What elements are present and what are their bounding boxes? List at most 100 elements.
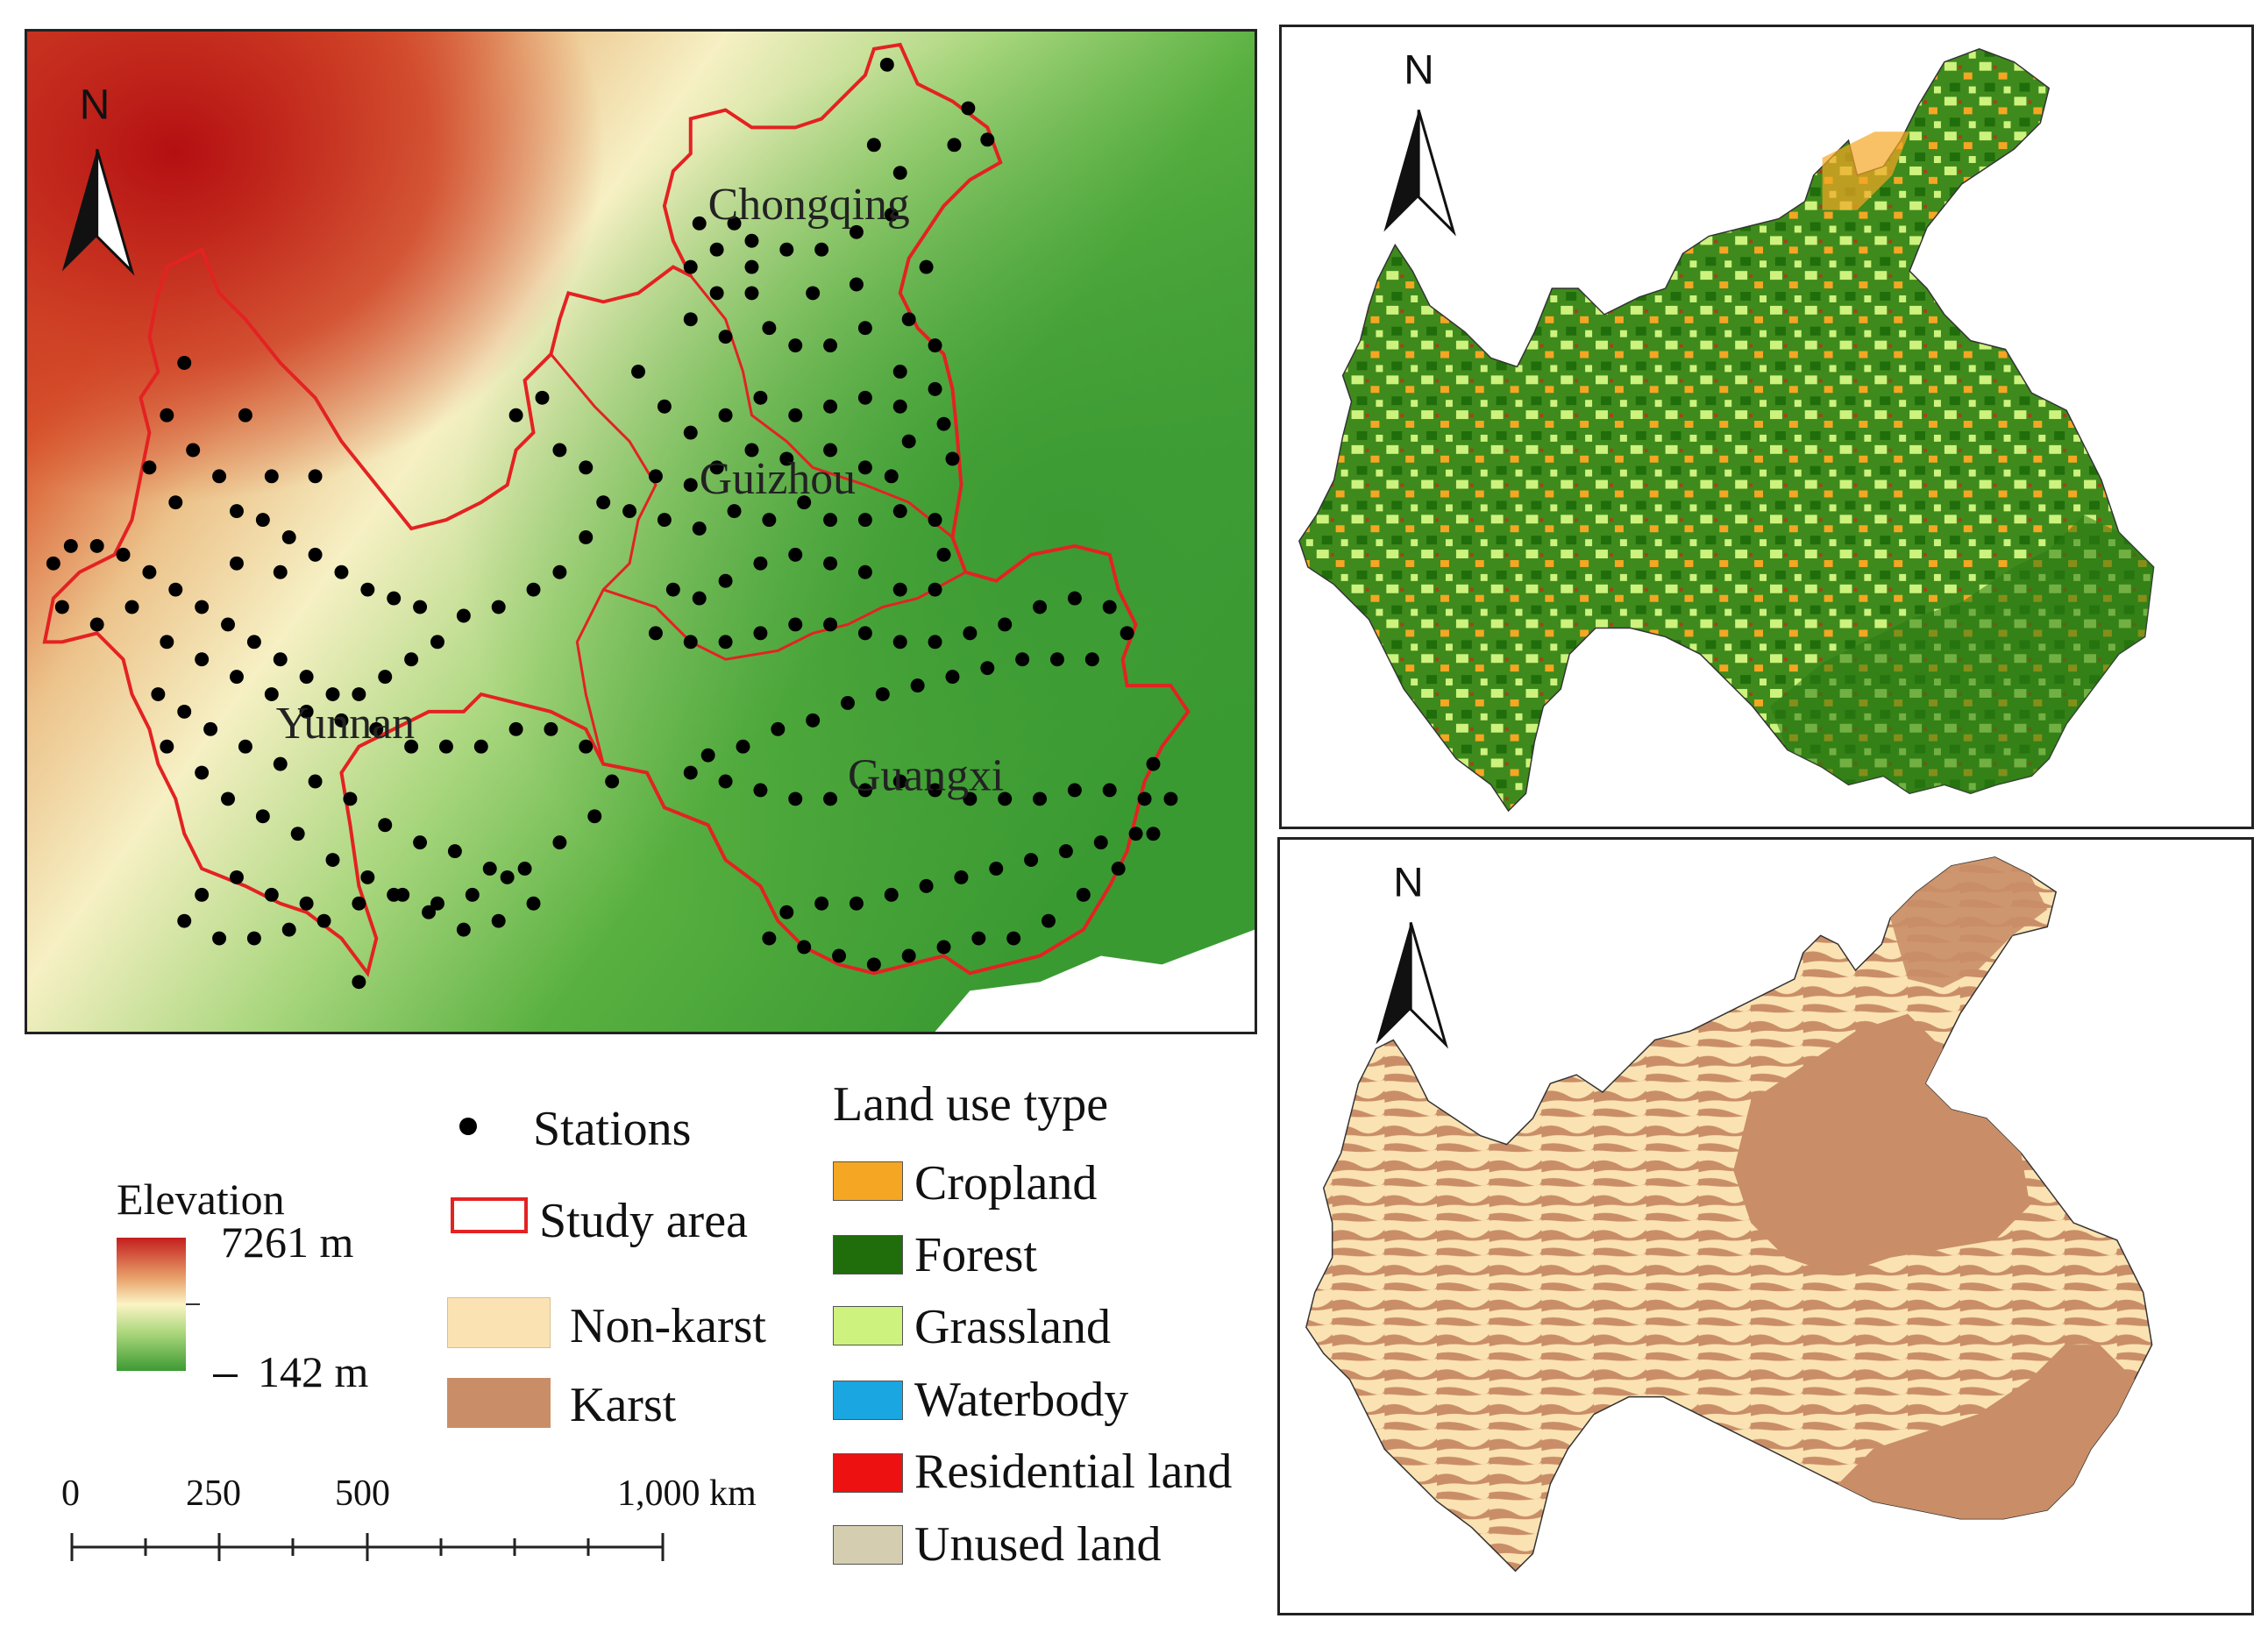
station-point <box>857 564 872 579</box>
svg-text:N: N <box>1404 47 1433 94</box>
station-point <box>718 408 733 422</box>
station-point <box>1093 835 1108 850</box>
station-point <box>832 948 846 963</box>
station-point <box>963 792 978 806</box>
station-point <box>823 513 838 528</box>
station-point <box>928 381 942 396</box>
station-point <box>823 556 838 571</box>
station-point <box>177 704 192 719</box>
station-point <box>857 513 872 528</box>
station-point <box>195 652 210 667</box>
station-point <box>657 399 672 414</box>
station-point <box>447 844 462 859</box>
scale-tick-label-0: 0 <box>61 1473 80 1514</box>
station-point <box>980 132 995 147</box>
station-point <box>352 896 366 911</box>
station-point <box>177 356 192 370</box>
station-point <box>718 330 733 344</box>
station-point <box>325 853 340 867</box>
stations-label: Stations <box>533 1102 692 1156</box>
north-arrow: N <box>61 82 135 276</box>
station-point <box>718 635 733 650</box>
station-point <box>579 530 594 544</box>
station-point <box>316 913 331 928</box>
station-point <box>980 661 995 676</box>
station-point <box>936 940 951 955</box>
station-point <box>281 530 296 544</box>
station-point <box>89 617 104 632</box>
station-point <box>709 286 724 301</box>
unused-label: Unused land <box>914 1517 1162 1572</box>
station-point <box>230 504 244 519</box>
station-point <box>299 704 314 719</box>
station-point <box>928 513 942 528</box>
station-point <box>255 513 270 528</box>
station-point <box>1067 783 1082 798</box>
station-point <box>552 443 567 458</box>
station-point <box>552 564 567 579</box>
station-point <box>46 556 60 571</box>
station-point <box>255 809 270 824</box>
station-point <box>823 443 838 458</box>
station-point <box>700 748 715 763</box>
station-point <box>841 696 855 710</box>
elevation-map: Chongqing Guizhou Yunnan Guangxi N <box>27 32 1255 1032</box>
station-point <box>727 504 742 519</box>
station-point <box>221 792 235 806</box>
station-point <box>160 635 174 650</box>
station-point <box>1076 887 1091 902</box>
station-point <box>230 670 244 685</box>
residential-label: Residential land <box>914 1445 1233 1499</box>
station-point <box>683 635 698 650</box>
station-point <box>727 216 742 231</box>
station-point <box>273 756 288 771</box>
station-symbol <box>459 1118 477 1135</box>
elevation-legend-title: Elevation <box>117 1175 285 1224</box>
elevation-lowland <box>27 32 1255 1032</box>
station-point <box>212 931 227 946</box>
station-point <box>491 913 506 928</box>
station-point <box>151 687 166 701</box>
study-area-label: Study area <box>539 1194 748 1248</box>
station-point <box>438 739 453 754</box>
station-point <box>579 739 594 754</box>
station-point <box>849 896 864 911</box>
station-point <box>203 721 218 736</box>
station-point <box>683 478 698 493</box>
province-boundary-yunnan <box>550 353 658 764</box>
station-point <box>947 138 962 153</box>
station-point <box>648 626 663 641</box>
station-point <box>404 739 419 754</box>
station-point <box>901 312 916 327</box>
station-point <box>936 416 951 431</box>
landuse-legend-title: Land use type <box>833 1077 1109 1132</box>
landuse-map: N <box>1298 47 2155 813</box>
station-point <box>648 469 663 484</box>
station-point <box>849 224 864 239</box>
station-point <box>195 887 210 902</box>
station-point <box>290 827 305 841</box>
station-point <box>631 365 645 379</box>
station-point <box>665 582 680 597</box>
station-point <box>892 166 907 181</box>
station-point <box>945 451 960 466</box>
station-point <box>482 862 497 876</box>
station-point <box>456 922 471 937</box>
station-point <box>945 670 960 685</box>
station-point <box>430 896 444 911</box>
station-point <box>387 887 402 902</box>
station-point <box>508 408 523 422</box>
station-point <box>771 721 786 736</box>
station-point <box>246 635 261 650</box>
station-point <box>744 286 759 301</box>
nonkarst-swatch <box>447 1297 551 1348</box>
station-point <box>744 233 759 248</box>
station-point <box>413 600 428 614</box>
station-point <box>587 809 602 824</box>
station-point <box>857 783 872 798</box>
station-point <box>1120 626 1134 641</box>
station-point <box>54 600 69 614</box>
station-point <box>1006 931 1021 946</box>
station-point <box>928 582 942 597</box>
station-point <box>849 277 864 292</box>
